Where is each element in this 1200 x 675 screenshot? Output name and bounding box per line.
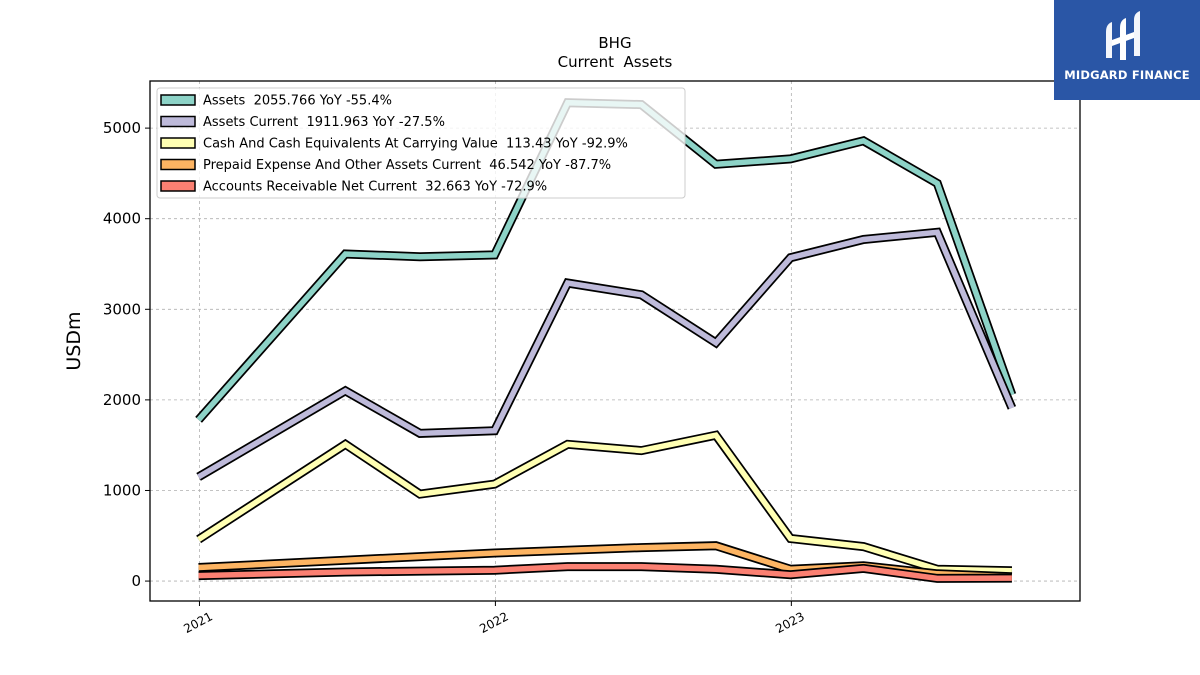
x-tick-label: 2023 — [773, 609, 807, 636]
y-tick-label: 3000 — [103, 300, 141, 318]
legend-swatch — [160, 94, 196, 106]
legend-label: Cash And Cash Equivalents At Carrying Va… — [203, 137, 628, 152]
legend-swatch — [160, 137, 196, 149]
legend-label: Prepaid Expense And Other Assets Current… — [203, 158, 611, 173]
y-tick-label: 1000 — [103, 481, 141, 499]
series-line — [197, 432, 1012, 574]
chart-title: BHG — [598, 34, 631, 52]
legend-swatch — [160, 115, 196, 128]
legend-swatch — [160, 180, 196, 192]
series-layer — [195, 98, 1017, 583]
legend-swatch — [160, 158, 196, 171]
chart-subtitle: Current Assets — [558, 53, 673, 71]
logo-mark-icon — [1106, 11, 1140, 60]
x-tick-label: 2022 — [477, 609, 511, 636]
series-line — [197, 229, 1015, 480]
legend-box — [156, 87, 686, 199]
legend-label: Assets 2055.766 YoY -55.4% — [203, 94, 392, 109]
y-tick-label: 5000 — [103, 119, 141, 137]
legend-label: Assets Current 1911.963 YoY -27.5% — [203, 115, 445, 130]
y-tick-label: 2000 — [103, 391, 141, 409]
series-line — [198, 563, 1012, 582]
logo-text: MIDGARD FINANCE — [1064, 68, 1190, 82]
legend: Assets 2055.766 YoY -55.4% Assets Current… — [156, 87, 686, 199]
plot-frame — [149, 80, 1081, 602]
series-outline — [196, 227, 1017, 481]
y-axis-label: USDm — [63, 311, 85, 370]
y-axis: 0 1000 2000 3000 4000 5000 — [103, 119, 150, 590]
y-tick-label: 4000 — [103, 210, 141, 228]
midgard-finance-logo: MIDGARD FINANCE — [1054, 0, 1200, 100]
y-tick-label: 0 — [131, 572, 141, 590]
x-tick-label: 2021 — [181, 609, 215, 636]
x-axis: 2021 2022 2023 — [181, 601, 807, 636]
legend-label: Accounts Receivable Net Current 32.663 Y… — [203, 180, 547, 195]
